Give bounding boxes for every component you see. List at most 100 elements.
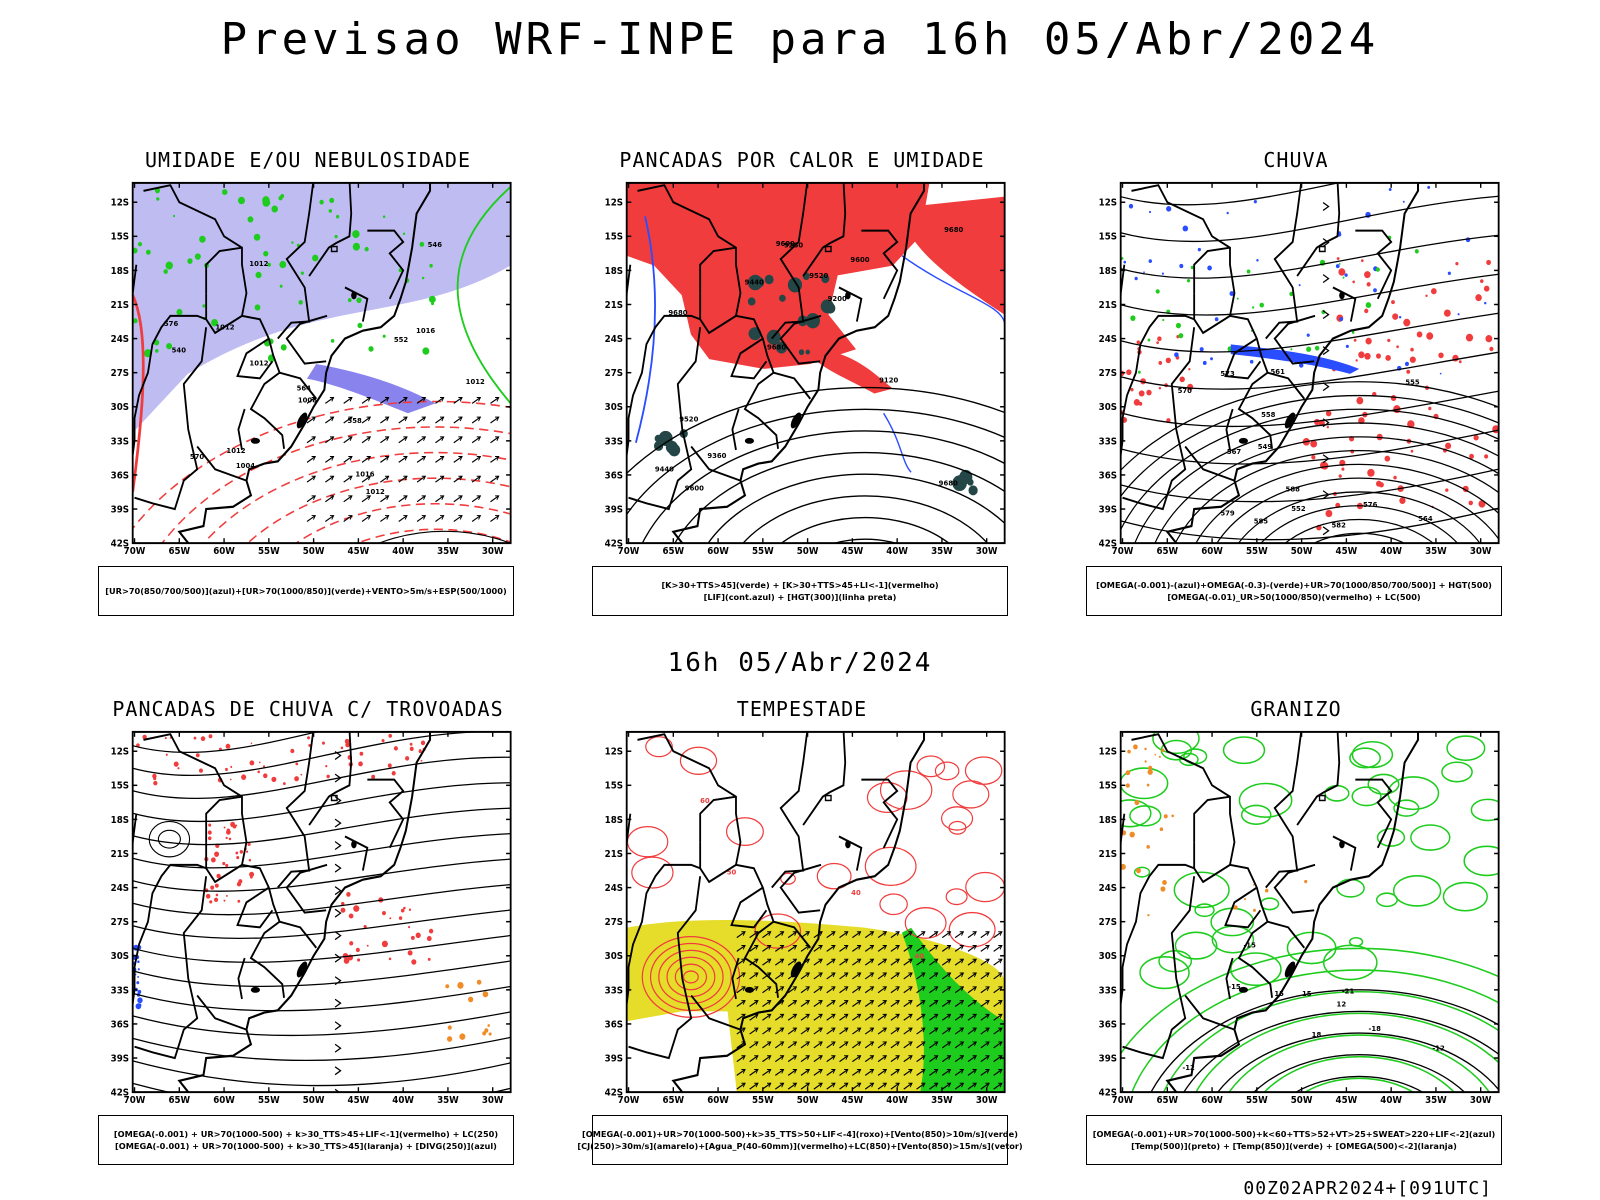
field-blob: [363, 924, 367, 929]
wind-vector: [435, 416, 444, 424]
wind-arrowhead: [985, 972, 990, 978]
field-blob: [290, 748, 295, 754]
lat-label: 30S: [111, 952, 129, 962]
water-contour: [645, 736, 673, 758]
weather-map-storm[interactable]: 40 50 40 60 12S 15S 18S 21S 24S 27S 30S 33S 36S 39S 42…: [590, 726, 1012, 1106]
wind-vector: [306, 436, 316, 444]
weather-map-heat-showers[interactable]: 9680 9680 9680 9680 9600 9600 9600 9520 9520 9440…: [590, 177, 1012, 557]
field-blob: [1385, 354, 1391, 361]
contour-line: [161, 426, 511, 544]
wind-vector: [980, 1068, 990, 1076]
coastline: [671, 182, 926, 544]
wind-arrowhead: [946, 944, 952, 950]
field-blob: [267, 262, 271, 267]
field-blob: [381, 911, 386, 916]
lon-label: 30W: [482, 547, 504, 557]
field-blob: [300, 773, 303, 776]
wind-vector: [954, 931, 964, 939]
wind-arrowhead: [366, 515, 372, 520]
field-blob: [137, 241, 143, 247]
lon-label: 70W: [124, 1096, 146, 1106]
field-blob: [1252, 883, 1255, 886]
border-line: [628, 876, 702, 1060]
field-blob: [294, 776, 299, 782]
wind-arrowhead: [767, 972, 772, 978]
wind-vector: [787, 1082, 797, 1090]
wind-arrowhead: [476, 475, 482, 481]
wind-vector: [826, 1068, 836, 1076]
field-blob: [353, 905, 360, 912]
wind-vector: [325, 436, 334, 444]
border-line: [1184, 445, 1235, 482]
wind-arrowhead: [844, 1068, 849, 1074]
lat-label: 39S: [111, 505, 129, 515]
wind-arrowhead: [934, 1000, 939, 1005]
field-blob: [389, 917, 392, 920]
wind-vector: [775, 958, 784, 966]
contour-label: 552: [394, 335, 408, 344]
field-blob: [1398, 315, 1402, 319]
wind-arrowhead: [921, 972, 926, 978]
contour-label: 549: [1258, 442, 1272, 451]
lat-label: 15S: [605, 782, 623, 792]
wind-vector: [877, 958, 887, 966]
wind-vector: [916, 972, 926, 980]
wind-vector: [967, 931, 977, 939]
wind-arrowhead: [985, 931, 990, 936]
wind-vector: [941, 1027, 951, 1035]
wind-arrowhead: [856, 931, 862, 936]
field-blob: [1390, 395, 1397, 402]
lat-label: 36S: [1099, 471, 1117, 481]
wind-vector: [490, 436, 500, 444]
wind-arrowhead: [959, 1013, 965, 1019]
wind-arrowhead: [921, 944, 926, 950]
border-line: [1296, 182, 1341, 277]
lat-label: 27S: [605, 918, 623, 928]
streamline-arrow: [1322, 310, 1330, 320]
wind-vector: [749, 1082, 759, 1090]
wind-arrowhead: [458, 436, 463, 441]
federal-district: [1318, 245, 1326, 253]
wind-vector: [800, 1000, 810, 1007]
wind-vector: [993, 986, 1003, 994]
wind-vector: [800, 1013, 810, 1021]
field-blob: [330, 339, 335, 343]
border-line: [1224, 886, 1262, 929]
contour-label: -12: [1432, 1043, 1444, 1052]
weather-map-hail[interactable]: -12 -12 -15 -15 -18 -21 12 15 15 18 12S 15S 18S 21S 24…: [1084, 726, 1506, 1106]
wind-arrowhead: [946, 1027, 952, 1033]
lat-label: 18S: [111, 267, 129, 277]
contour-line: [1174, 449, 1499, 544]
border-line: [731, 408, 740, 451]
temp850-contour: [1240, 804, 1272, 826]
legend-line: [K>30+TTS>45](verde) + [K>30+TTS>45+LI<-…: [661, 580, 939, 590]
field-blob: [1138, 390, 1145, 397]
wind-vector: [967, 958, 977, 966]
field-blob: [163, 269, 168, 274]
wind-arrowhead: [856, 958, 862, 964]
lat-label: 12S: [1099, 747, 1117, 757]
field-blob: [1404, 361, 1410, 367]
wind-vector: [864, 1068, 874, 1076]
lat-label: 33S: [1099, 986, 1117, 996]
contour-line: [1216, 1032, 1499, 1093]
wind-arrowhead: [998, 1013, 1003, 1019]
lake: [1238, 986, 1248, 993]
field-blob: [1485, 335, 1493, 343]
lat-label: 30S: [1099, 403, 1117, 413]
wind-arrowhead: [754, 1068, 759, 1074]
wind-vector: [941, 1068, 951, 1076]
streamline-arrow: [334, 818, 342, 828]
wind-arrowhead: [998, 931, 1003, 936]
weather-map-rain[interactable]: 585 582 579 576 573 570 567 564 561 558 555 552 549 5…: [1084, 177, 1506, 557]
wind-vector: [762, 944, 772, 952]
streamline: [132, 756, 511, 800]
wind-vector: [398, 515, 408, 522]
wind-vector: [325, 475, 334, 483]
contour-line: [1162, 990, 1499, 1093]
wind-arrowhead: [946, 986, 952, 991]
wind-arrowhead: [869, 931, 875, 936]
coastline: [177, 182, 432, 544]
